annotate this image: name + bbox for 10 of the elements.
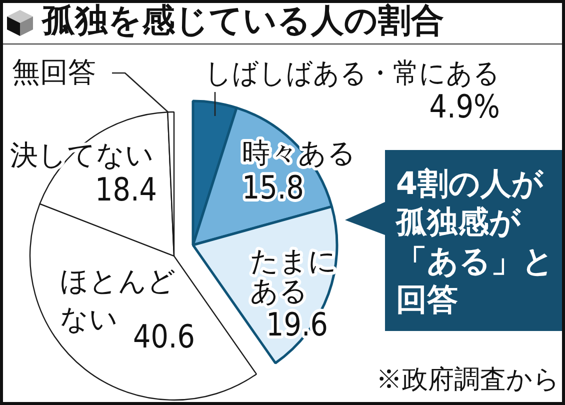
slice-label: 決してない [10, 138, 154, 172]
legend-label: 無回答 [12, 55, 96, 88]
chart-title: 孤独を感じている人の割合 [41, 0, 444, 40]
text: ※政府調査から [376, 364, 560, 395]
slice-label: たまにある [250, 244, 337, 308]
data-label: 15.8 [242, 170, 304, 207]
text: 4割の人が孤独感が「ある」と回答 [395, 166, 554, 318]
data-label: 18.4 [95, 172, 157, 209]
data-label: 4.9% [429, 88, 500, 126]
slice-label: しばしばある・常にある [205, 57, 500, 90]
